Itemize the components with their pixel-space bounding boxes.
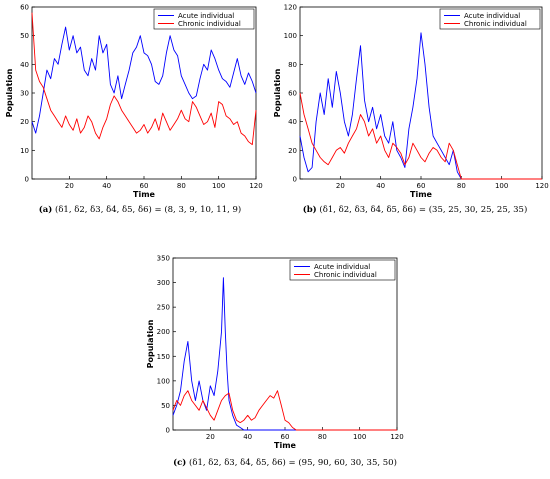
legend-label: Chronic individual: [464, 20, 527, 28]
y-tick-label: 10: [20, 147, 29, 155]
x-axis-label: Time: [410, 190, 433, 199]
chart-a: 0 10 20 30 40 50 60 20 40 60 80 100 120 Time Populatio…: [5, 4, 263, 216]
x-tick-label: 100: [212, 182, 225, 190]
y-tick-label: 30: [20, 90, 29, 98]
y-tick-label: 20: [288, 147, 297, 155]
series-line-acute: [31, 26, 257, 134]
x-tick-label: 60: [281, 433, 290, 441]
y-axis-label: Population: [5, 68, 14, 117]
x-tick-label: 120: [249, 182, 262, 190]
series-line-acute: [299, 32, 542, 180]
x-tick-label: 60: [417, 182, 426, 190]
y-axis-label: Population: [273, 68, 282, 117]
x-axis-label: Time: [133, 190, 156, 199]
y-tick-label: 0: [25, 176, 29, 184]
chart-c: 0 50 100 150 200 250 300 350 20 40 60 80 100 120 Time P…: [146, 255, 404, 469]
plot-frame: [172, 257, 398, 431]
figure-caption: (a) (δ1, δ2, δ3, δ4, δ5, δ6) = (8, 3, 9,…: [39, 204, 242, 215]
y-axis-label: Population: [146, 319, 155, 368]
x-tick-label: 100: [495, 182, 508, 190]
y-tick-label: 100: [157, 377, 170, 385]
x-tick-label: 40: [376, 182, 385, 190]
x-axis-label: Time: [274, 441, 297, 450]
y-tick-label: 40: [288, 118, 297, 126]
x-tick-label: 80: [177, 182, 186, 190]
legend-box: [289, 259, 396, 281]
caption-text: (δ1, δ2, δ3, δ4, δ5, δ6) = (35, 25, 30, …: [319, 204, 527, 215]
y-tick-label: 40: [20, 61, 29, 69]
legend-label: Acute individual: [314, 263, 370, 271]
x-tick-label: 40: [243, 433, 252, 441]
y-tick-label: 200: [157, 328, 170, 336]
caption-label: (a): [39, 204, 53, 215]
series-line-chronic: [172, 390, 397, 431]
y-tick-label: 120: [284, 4, 297, 12]
legend-box: [439, 8, 541, 30]
x-tick-label: 100: [353, 433, 366, 441]
x-tick-label: 20: [65, 182, 74, 190]
x-tick-label: 120: [535, 182, 548, 190]
caption-text: (δ1, δ2, δ3, δ4, δ5, δ6) = (8, 3, 9, 10,…: [55, 204, 241, 215]
caption-text: (δ1, δ2, δ3, δ4, δ5, δ6) = (95, 90, 60, …: [189, 457, 397, 468]
series-line-chronic: [299, 92, 542, 180]
plot-frame: [31, 6, 257, 180]
x-tick-label: 40: [102, 182, 111, 190]
x-tick-label: 80: [457, 182, 466, 190]
figure-caption: (b) (δ1, δ2, δ3, δ4, δ5, δ6) = (35, 25, …: [303, 204, 528, 215]
y-tick-label: 80: [288, 61, 297, 69]
y-tick-label: 350: [157, 255, 170, 263]
legend-label: Chronic individual: [314, 271, 377, 279]
legend-label: Chronic individual: [178, 20, 241, 28]
y-tick-label: 0: [293, 176, 297, 184]
legend-label: Acute individual: [178, 12, 234, 20]
y-tick-label: 60: [288, 90, 297, 98]
caption-label: (b): [303, 204, 317, 215]
y-tick-label: 50: [161, 402, 170, 410]
y-tick-label: 300: [157, 279, 170, 287]
series-line-acute: [172, 277, 397, 431]
series-line-chronic: [31, 12, 257, 146]
caption-label: (c): [173, 457, 186, 468]
y-tick-label: 150: [157, 353, 170, 361]
x-tick-label: 20: [206, 433, 215, 441]
chart-b: 0 20 40 60 80 100 120 20 40 60 80 100 120 Time Populat…: [273, 4, 549, 216]
y-tick-label: 60: [20, 4, 29, 12]
x-tick-label: 80: [318, 433, 327, 441]
y-tick-label: 50: [20, 32, 29, 40]
x-tick-label: 60: [140, 182, 149, 190]
y-tick-label: 0: [166, 427, 170, 435]
x-tick-label: 120: [390, 433, 403, 441]
y-tick-label: 100: [284, 32, 297, 40]
x-tick-label: 20: [336, 182, 345, 190]
legend-label: Acute individual: [464, 12, 520, 20]
figure-caption: (c) (δ1, δ2, δ3, δ4, δ5, δ6) = (95, 90, …: [173, 457, 397, 468]
legend-box: [153, 8, 255, 30]
y-tick-label: 20: [20, 118, 29, 126]
y-tick-label: 250: [157, 304, 170, 312]
